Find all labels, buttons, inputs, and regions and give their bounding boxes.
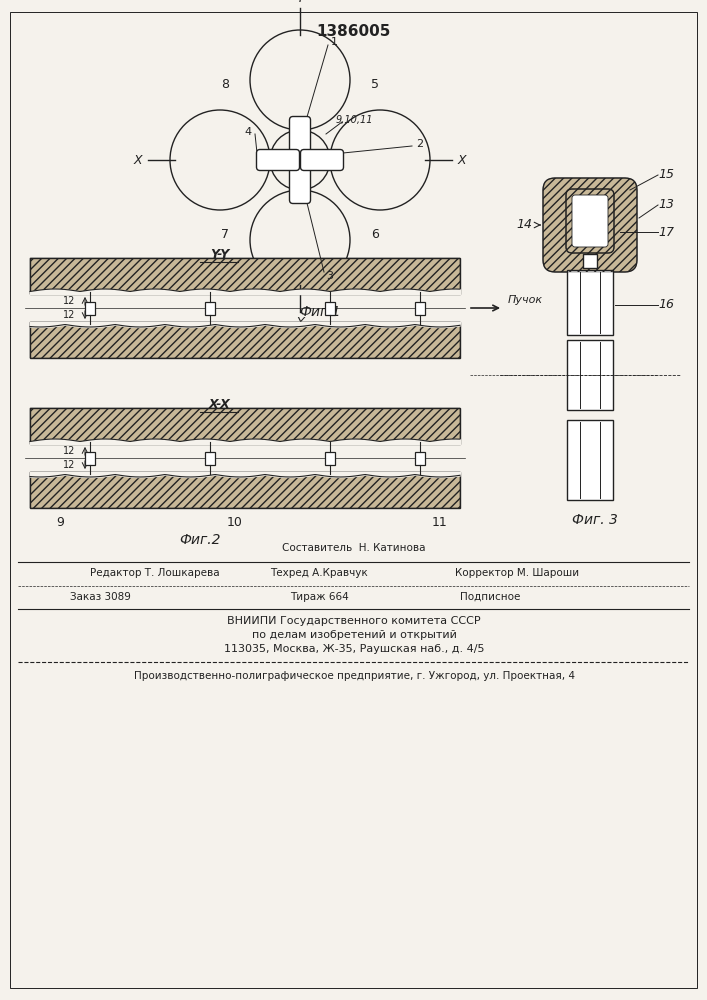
Text: Составитель  Н. Катинова: Составитель Н. Катинова [282, 543, 426, 553]
Text: 10: 10 [227, 516, 243, 528]
Text: Производственно-полиграфическое предприятие, г. Ужгород, ул. Проектная, 4: Производственно-полиграфическое предприя… [134, 671, 575, 681]
FancyBboxPatch shape [289, 116, 310, 159]
Text: X-X: X-X [209, 397, 231, 410]
Bar [30, 258, 460, 294]
Bar [30, 408, 460, 444]
Bar [30, 472, 460, 508]
Text: 2: 2 [416, 139, 423, 149]
Bar [415, 452, 425, 464]
Bar [30, 258, 460, 294]
Bar [567, 270, 613, 335]
Bar [85, 452, 95, 464]
FancyBboxPatch shape [566, 189, 614, 253]
Text: 113035, Москва, Ж-35, Раушская наб., д. 4/5: 113035, Москва, Ж-35, Раушская наб., д. … [223, 644, 484, 654]
Text: 14: 14 [516, 219, 532, 232]
FancyBboxPatch shape [300, 149, 344, 170]
Text: Y-Y: Y-Y [211, 247, 230, 260]
Bar [30, 472, 460, 508]
Bar [30, 408, 460, 444]
Text: Редактор Т. Лошкарева: Редактор Т. Лошкарева [90, 568, 220, 578]
Bar [583, 254, 597, 268]
Text: Y: Y [296, 0, 304, 4]
Text: X: X [457, 153, 467, 166]
Text: 12: 12 [63, 446, 75, 456]
Text: 6: 6 [371, 229, 379, 241]
Text: Тираж 664: Тираж 664 [290, 592, 349, 602]
Bar [567, 420, 613, 500]
Text: 13: 13 [658, 198, 674, 212]
Bar [205, 302, 215, 314]
Text: Подписное: Подписное [460, 592, 520, 602]
Text: 1386005: 1386005 [317, 24, 391, 39]
Text: ВНИИПИ Государственного комитета СССР: ВНИИПИ Государственного комитета СССР [227, 616, 481, 626]
Bar [85, 302, 95, 314]
Bar [30, 322, 460, 358]
FancyBboxPatch shape [257, 149, 300, 170]
Bar [30, 322, 460, 358]
Bar [415, 302, 425, 314]
Text: 9,10,11: 9,10,11 [335, 115, 373, 125]
Text: 7: 7 [221, 229, 229, 241]
Bar [205, 452, 215, 464]
Text: 16: 16 [658, 298, 674, 312]
Text: 5: 5 [371, 79, 379, 92]
Text: 11: 11 [432, 516, 448, 528]
Text: Корректор М. Шароши: Корректор М. Шароши [455, 568, 579, 578]
FancyBboxPatch shape [543, 178, 637, 272]
Text: 1: 1 [330, 37, 337, 47]
Text: 8: 8 [221, 79, 229, 92]
Bar [325, 302, 335, 314]
Text: 17: 17 [658, 226, 674, 238]
Bar [325, 452, 335, 464]
Text: Пучок: Пучок [508, 295, 543, 305]
Text: Заказ 3089: Заказ 3089 [70, 592, 131, 602]
Text: Y: Y [296, 316, 304, 328]
Text: 12: 12 [63, 310, 75, 320]
Text: 15: 15 [658, 168, 674, 182]
Text: X: X [134, 153, 142, 166]
FancyBboxPatch shape [289, 160, 310, 204]
Text: 12: 12 [63, 460, 75, 470]
Text: Фиг.1: Фиг.1 [299, 305, 341, 319]
Text: 4: 4 [245, 127, 252, 137]
Text: Техред А.Кравчук: Техред А.Кравчук [270, 568, 368, 578]
Text: 9: 9 [56, 516, 64, 528]
FancyBboxPatch shape [572, 195, 608, 247]
Text: по делам изобретений и открытий: по делам изобретений и открытий [252, 630, 457, 640]
Bar [567, 340, 613, 410]
Text: Фиг. 3: Фиг. 3 [572, 513, 618, 527]
Text: 12: 12 [63, 296, 75, 306]
Text: 3: 3 [327, 271, 334, 281]
Text: Фиг.2: Фиг.2 [180, 533, 221, 547]
